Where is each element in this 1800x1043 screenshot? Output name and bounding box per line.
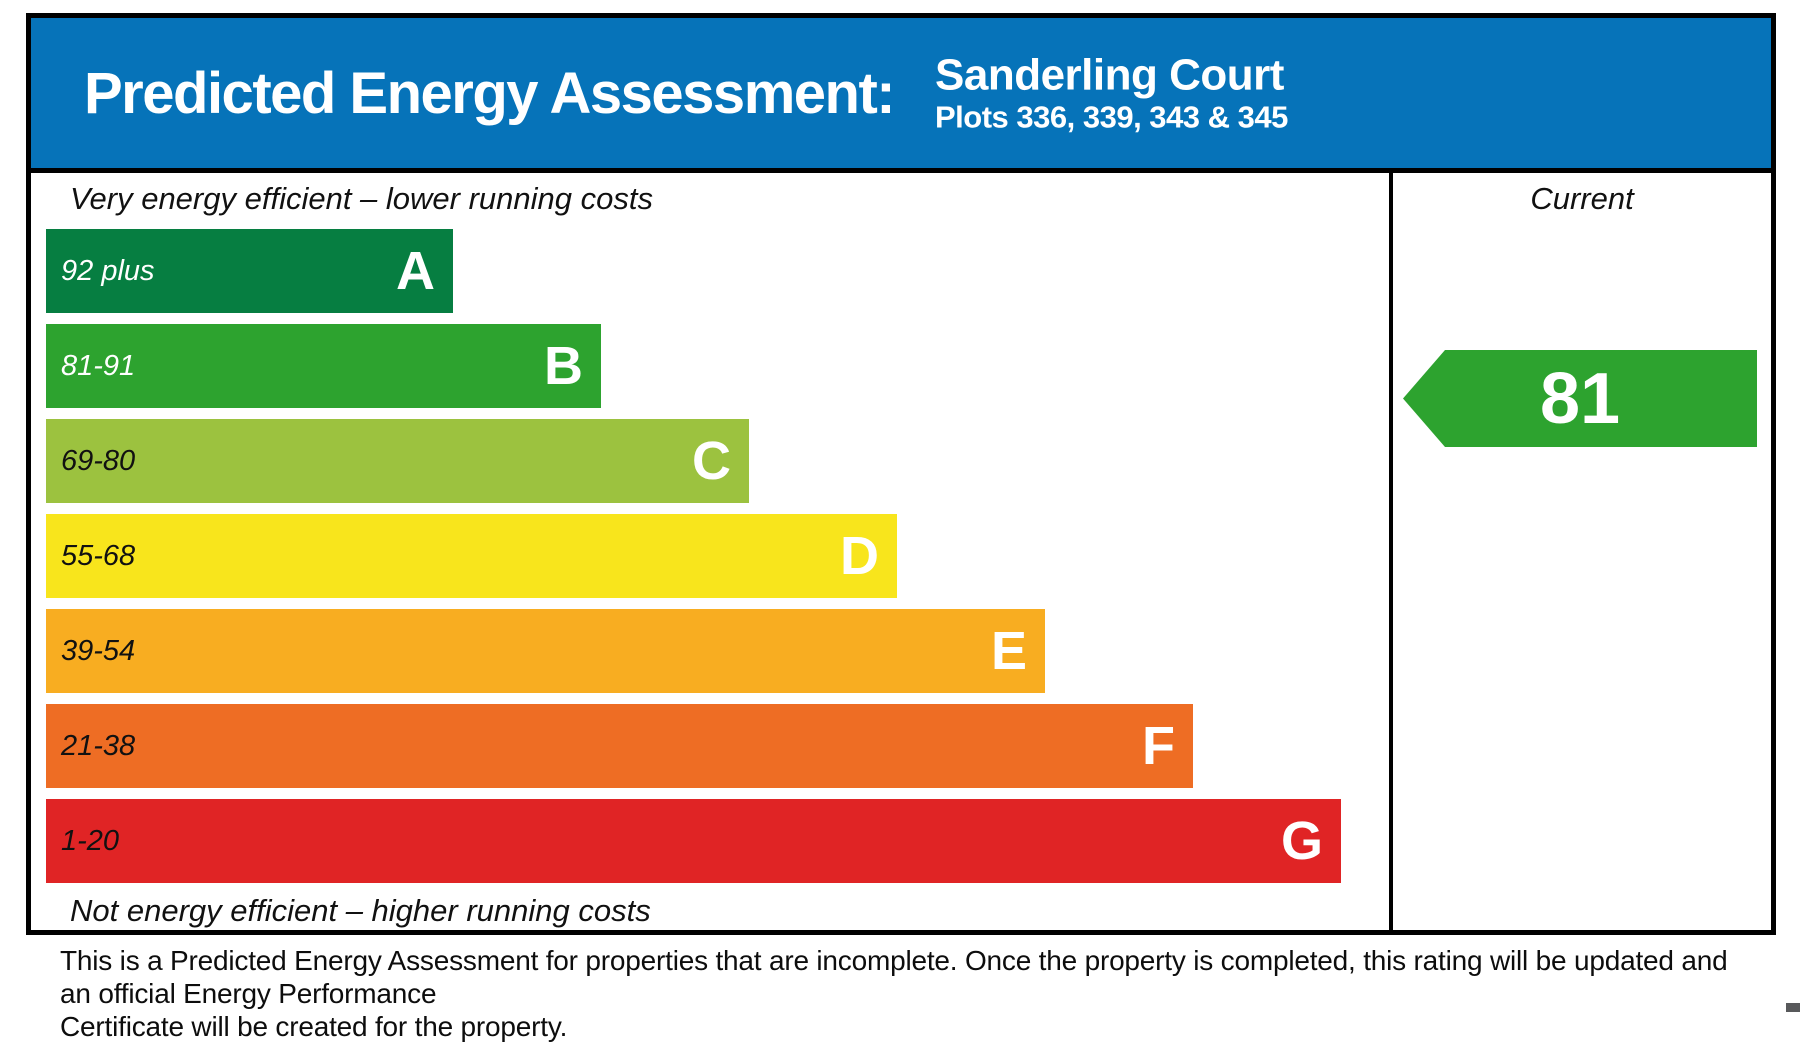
band-letter: G [1280,811,1323,871]
current-rating-value: 81 [1539,358,1621,439]
chart-body: Very energy efficient – lower running co… [31,173,1771,930]
epc-band-row-b: 81-91 B [46,324,601,408]
epc-band-row-e: 39-54 E [46,609,1045,693]
bands-panel: Very energy efficient – lower running co… [31,173,1389,930]
property-plots: Plots 336, 339, 343 & 345 [935,98,1288,134]
band-letter: E [990,621,1027,681]
band-range-label: 69-80 [61,444,136,477]
current-rating-arrow: 81 [1403,350,1757,447]
property-block: Sanderling Court Plots 336, 339, 343 & 3… [935,51,1288,134]
bottom-efficiency-label: Not energy efficient – higher running co… [70,893,651,928]
chart-header: Predicted Energy Assessment: Sanderling … [31,18,1771,173]
epc-chart: Predicted Energy Assessment: Sanderling … [26,13,1776,935]
band-letter: A [396,241,435,301]
chart-title: Predicted Energy Assessment: [84,60,896,126]
band-range-label: 81-91 [61,349,136,382]
band-letter: D [840,526,879,586]
epc-band-row-g: 1-20 G [46,799,1341,883]
epc-band-row-f: 21-38 F [46,704,1193,788]
band-letter: F [1142,716,1175,776]
epc-band-row-a: 92 plus A [46,229,453,313]
band-range-label: 39-54 [61,634,136,667]
band-range-label: 55-68 [61,539,136,572]
top-efficiency-label: Very energy efficient – lower running co… [70,181,653,216]
footer-note: This is a Predicted Energy Assessment fo… [60,944,1760,1043]
page-corner-mark [1786,1003,1800,1012]
current-column-header: Current [1530,181,1634,216]
epc-band-row-c: 69-80 C [46,419,749,503]
band-range-label: 21-38 [61,729,136,762]
band-range-label: 1-20 [61,824,120,857]
footer-note-line: Certificate will be created for the prop… [60,1011,568,1042]
current-panel: Current 81 [1389,173,1771,930]
band-letter: B [544,336,583,396]
epc-band-row-d: 55-68 D [46,514,897,598]
band-range-label: 92 plus [61,254,155,287]
property-name: Sanderling Court [935,50,1284,100]
epc-bands: 92 plus A 81-91 B 69-80 C 55-68 D 39-54 E 21-38 F 1-… [46,229,1389,883]
footer-note-line: This is a Predicted Energy Assessment fo… [60,945,1728,1009]
band-letter: C [692,431,731,491]
